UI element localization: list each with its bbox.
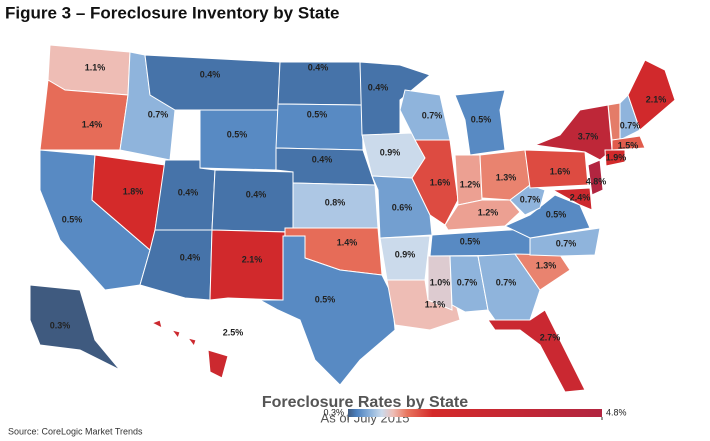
state-value-label: 0.4% — [200, 69, 221, 79]
state-value-label: 2.5% — [223, 327, 244, 337]
state-value-label: 0.4% — [180, 252, 201, 262]
state-value-label: 3.7% — [578, 131, 599, 141]
state-shape — [509, 184, 546, 216]
state-value-label: 1.3% — [496, 172, 517, 182]
state-shape — [186, 337, 197, 348]
state-value-label: 1.3% — [536, 260, 557, 270]
state-value-label: 2.1% — [646, 94, 667, 104]
state-value-label: 0.7% — [520, 194, 541, 204]
state-shape — [627, 59, 676, 131]
color-bar — [348, 409, 602, 417]
state-value-label: 2.4% — [570, 192, 591, 202]
state-value-label: 2.7% — [540, 332, 561, 342]
state-value-label: 0.7% — [422, 110, 443, 120]
state-value-label: 0.5% — [471, 114, 492, 124]
state-shape — [533, 104, 613, 161]
state-value-label: 1.4% — [337, 237, 358, 247]
state-shape — [411, 139, 459, 226]
state-value-label: 0.6% — [392, 202, 413, 212]
state-value-label: 1.1% — [425, 299, 446, 309]
state-value-label: 0.5% — [460, 236, 481, 246]
state-shape — [611, 135, 646, 151]
state-value-label: 0.9% — [380, 147, 401, 157]
state-value-label: 0.7% — [620, 120, 641, 130]
state-shape — [207, 349, 229, 379]
state-shape — [587, 159, 604, 196]
state-value-label: 4.8% — [586, 176, 607, 186]
legend-tick-label: 0.3% — [323, 407, 344, 417]
state-shape — [529, 227, 601, 257]
state-value-label: 0.5% — [227, 129, 248, 139]
state-shape — [487, 309, 586, 393]
legend-tick-label: 4.8% — [606, 407, 627, 417]
map-title: Foreclosure Rates by State — [262, 394, 468, 411]
state-shape — [427, 255, 453, 311]
state-value-label: 0.5% — [62, 214, 83, 224]
state-shape — [211, 169, 296, 233]
state-shape — [524, 149, 589, 189]
state-value-label: 1.2% — [460, 179, 481, 189]
state-value-label: 0.4% — [246, 189, 267, 199]
state-value-label: 0.5% — [315, 294, 336, 304]
state-value-label: 0.3% — [50, 320, 71, 330]
state-value-label: 0.7% — [496, 277, 517, 287]
state-value-label: 1.0% — [430, 277, 451, 287]
state-value-label: 0.4% — [178, 187, 199, 197]
state-shape — [444, 199, 521, 231]
state-value-label: 1.8% — [123, 186, 144, 196]
states — [29, 44, 676, 393]
state-shape — [199, 109, 279, 171]
state-shape — [604, 149, 626, 167]
state-value-label: 0.4% — [308, 62, 329, 72]
state-value-label: 2.1% — [242, 254, 263, 264]
figure-title: Figure 3 – Foreclosure Inventory by Stat… — [5, 3, 339, 22]
color-legend: 0.3% 4.8% — [323, 407, 627, 420]
state-shape — [258, 235, 396, 386]
state-value-label: 1.5% — [618, 140, 639, 150]
labels: 1.1% 1.4% 0.5% 1.8% 0.7% 0.4% 0.5% 0.4% 0.4% 0.4%… — [50, 62, 667, 342]
state-value-label: 0.7% — [148, 109, 169, 119]
state-value-label: 0.7% — [457, 277, 478, 287]
state-value-label: 0.5% — [546, 209, 567, 219]
state-value-label: 0.7% — [556, 238, 577, 248]
state-value-label: 0.4% — [368, 82, 389, 92]
state-value-label: 1.6% — [550, 166, 571, 176]
state-shape — [454, 89, 506, 156]
state-shape — [150, 319, 163, 329]
state-shape — [209, 229, 286, 301]
state-value-label: 1.2% — [478, 207, 499, 217]
state-shape — [170, 329, 181, 340]
state-shape — [551, 187, 593, 211]
state-shape — [29, 284, 121, 371]
state-shape — [386, 279, 461, 331]
state-shape — [144, 54, 281, 111]
state-value-label: 0.9% — [395, 249, 416, 259]
state-value-label: 0.4% — [312, 154, 333, 164]
state-value-label: 1.1% — [85, 62, 106, 72]
state-value-label: 1.9% — [606, 152, 627, 162]
state-value-label: 0.5% — [307, 109, 328, 119]
source-note: Source: CoreLogic Market Trends — [8, 426, 143, 436]
state-value-label: 0.8% — [325, 197, 346, 207]
state-value-label: 1.4% — [82, 119, 103, 129]
state-value-label: 1.6% — [430, 177, 451, 187]
state-shape — [449, 255, 489, 313]
